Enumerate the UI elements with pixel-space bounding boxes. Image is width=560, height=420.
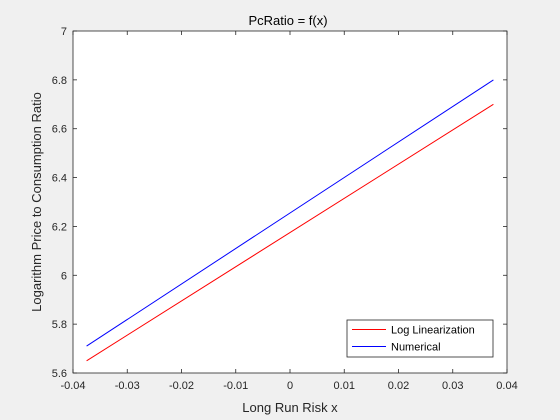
chart-title: PcRatio = f(x) [248, 13, 327, 28]
y-tick-label: 5.8 [52, 319, 67, 331]
legend: Log Linearization Numerical [346, 319, 494, 358]
y-tick-label: 6.4 [52, 173, 67, 185]
x-axis-label: Long Run Risk x [242, 400, 338, 415]
y-tick-label: 6.6 [52, 124, 67, 136]
y-tick-label: 7 [61, 26, 67, 38]
x-tick-label: -0.04 [60, 380, 85, 392]
series-line-numerical [86, 79, 494, 347]
tick-labels: -0.04 -0.03 -0.02 -0.01 0 0.01 0.02 0.03 0.04 5.6… [52, 26, 518, 392]
x-tick-label: 0 [287, 380, 293, 392]
x-tick-label: 0.01 [334, 380, 355, 392]
y-tick-label: 5.6 [52, 368, 67, 380]
series-layer [86, 79, 494, 362]
legend-box [346, 319, 494, 358]
y-tick-label: 6.2 [52, 221, 67, 233]
x-tick-label: 0.03 [442, 380, 463, 392]
legend-label-log-linearization: Log Linearization [391, 325, 475, 337]
y-tick-label: 6.8 [52, 75, 67, 87]
y-axis-label: Logarithm Price to Consumption Ratio [29, 92, 44, 312]
x-tick-label: 0.02 [388, 380, 409, 392]
plot-area [73, 31, 507, 373]
axes [72, 30, 508, 374]
x-tick-label: -0.03 [115, 380, 140, 392]
y-tick-label: 6 [61, 270, 67, 282]
legend-label-numerical: Numerical [391, 342, 441, 354]
x-tick-label: -0.02 [169, 380, 194, 392]
x-tick-label: -0.01 [223, 380, 248, 392]
x-tick-label: 0.04 [496, 380, 517, 392]
series-line-log-linearization [86, 103, 494, 362]
